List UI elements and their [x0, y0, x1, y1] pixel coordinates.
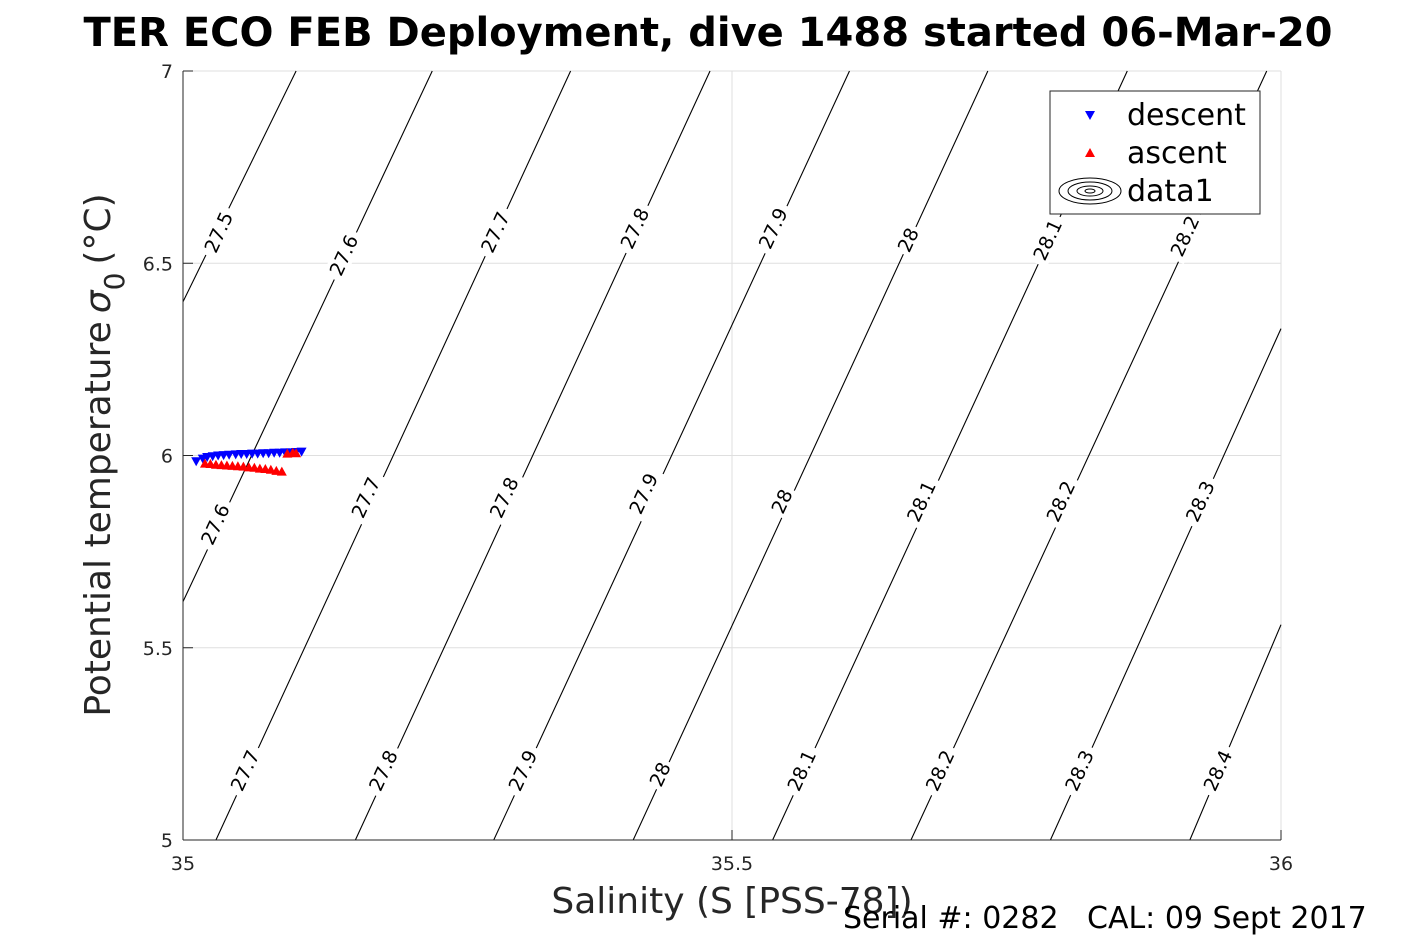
y-tick-label: 5.5 — [143, 638, 173, 660]
y-axis-label-symbol: σ — [78, 289, 119, 313]
x-tick-label: 35 — [171, 853, 195, 875]
density-contours: 27.5 27.6 27.7 27.8 27.9 28 28.1 28.227.627.7 27… — [182, 70, 1282, 841]
y-axis-label: Potential temperature σ0 (°C) — [78, 193, 131, 716]
contour-label-background — [194, 496, 236, 553]
axes-frame — [182, 70, 1282, 841]
contour-line-27-9 — [493, 70, 850, 841]
serial-number: Serial #: 0282 — [843, 901, 1059, 936]
y-axis-label-subscript: 0 — [98, 273, 131, 291]
y-axis-label-text: Potential temperature — [78, 321, 119, 716]
contour-line-27-8 — [354, 70, 711, 841]
legend-descent-label: descent — [1127, 98, 1246, 133]
ascent-point — [276, 466, 287, 476]
contour-line-28 — [632, 70, 989, 841]
contour-label-background — [482, 469, 525, 526]
x-axis-label: Salinity (S [PSS-78]) — [551, 881, 912, 922]
descent-point — [224, 450, 235, 460]
x-tick-label: 35.5 — [711, 853, 753, 875]
contour-label-background — [613, 200, 656, 257]
series-ascent — [199, 447, 302, 476]
calibration-date: CAL: 09 Sept 2017 — [1087, 901, 1367, 936]
legend-ascent-label: ascent — [1127, 136, 1227, 171]
contour-label-background — [223, 742, 266, 799]
ascent-point — [291, 448, 302, 458]
y-axis-label-unit: (°C) — [78, 193, 119, 264]
legend-ascent-marker — [1085, 148, 1095, 157]
contour-label-background — [344, 469, 387, 526]
contour-label-background — [900, 473, 942, 530]
contour-series-data1: 27.5 27.6 27.7 27.8 27.9 28 28.1 28.227.627.7 27… — [182, 70, 1282, 841]
contour-line-27-7 — [215, 70, 572, 841]
y-tick-labels: 5 5.5 6 6.5 7 — [143, 61, 173, 852]
contour-label-background — [1039, 473, 1082, 530]
legend-data1-label: data1 — [1127, 174, 1214, 209]
contour-label-background — [322, 226, 365, 284]
descent-point — [191, 457, 202, 467]
contour-label-background — [501, 742, 544, 799]
y-tick-label: 6.5 — [143, 253, 173, 275]
contour-label-background — [1026, 211, 1069, 268]
y-tick-label: 6 — [161, 446, 173, 468]
contour-label-background — [891, 221, 925, 258]
contour-label-background — [918, 742, 961, 799]
y-tick-label: 5 — [161, 830, 173, 852]
contour-label-background — [1196, 742, 1239, 799]
chart-title: TER ECO FEB Deployment, dive 1488 starte… — [83, 10, 1332, 56]
legend-box — [1049, 90, 1261, 215]
legend: descent ascent data1 — [1049, 90, 1261, 215]
contour-label-background — [197, 203, 240, 261]
x-tick-labels: 35 35.5 36 — [171, 853, 1293, 875]
legend-descent-marker — [1085, 111, 1095, 120]
contour-label-background — [1058, 742, 1101, 799]
contour-label-background — [780, 742, 823, 799]
contour-label-background — [362, 742, 404, 799]
contour-label-background — [643, 755, 676, 793]
y-tick-label: 7 — [161, 61, 173, 83]
descent-point — [296, 447, 307, 457]
contour-line-28-4 — [1189, 624, 1282, 841]
contour-label-background — [751, 200, 794, 257]
contour-label-background — [622, 465, 665, 522]
x-tick-label: 36 — [1269, 853, 1293, 875]
contour-label-background — [765, 482, 798, 520]
legend-data1-contour-icon — [1058, 177, 1122, 205]
contour-label-background — [1163, 207, 1206, 265]
contour-label-background — [474, 203, 516, 261]
data-points — [191, 447, 307, 476]
contour-label-background — [1179, 473, 1221, 530]
contour-line-27-5 — [182, 70, 297, 302]
